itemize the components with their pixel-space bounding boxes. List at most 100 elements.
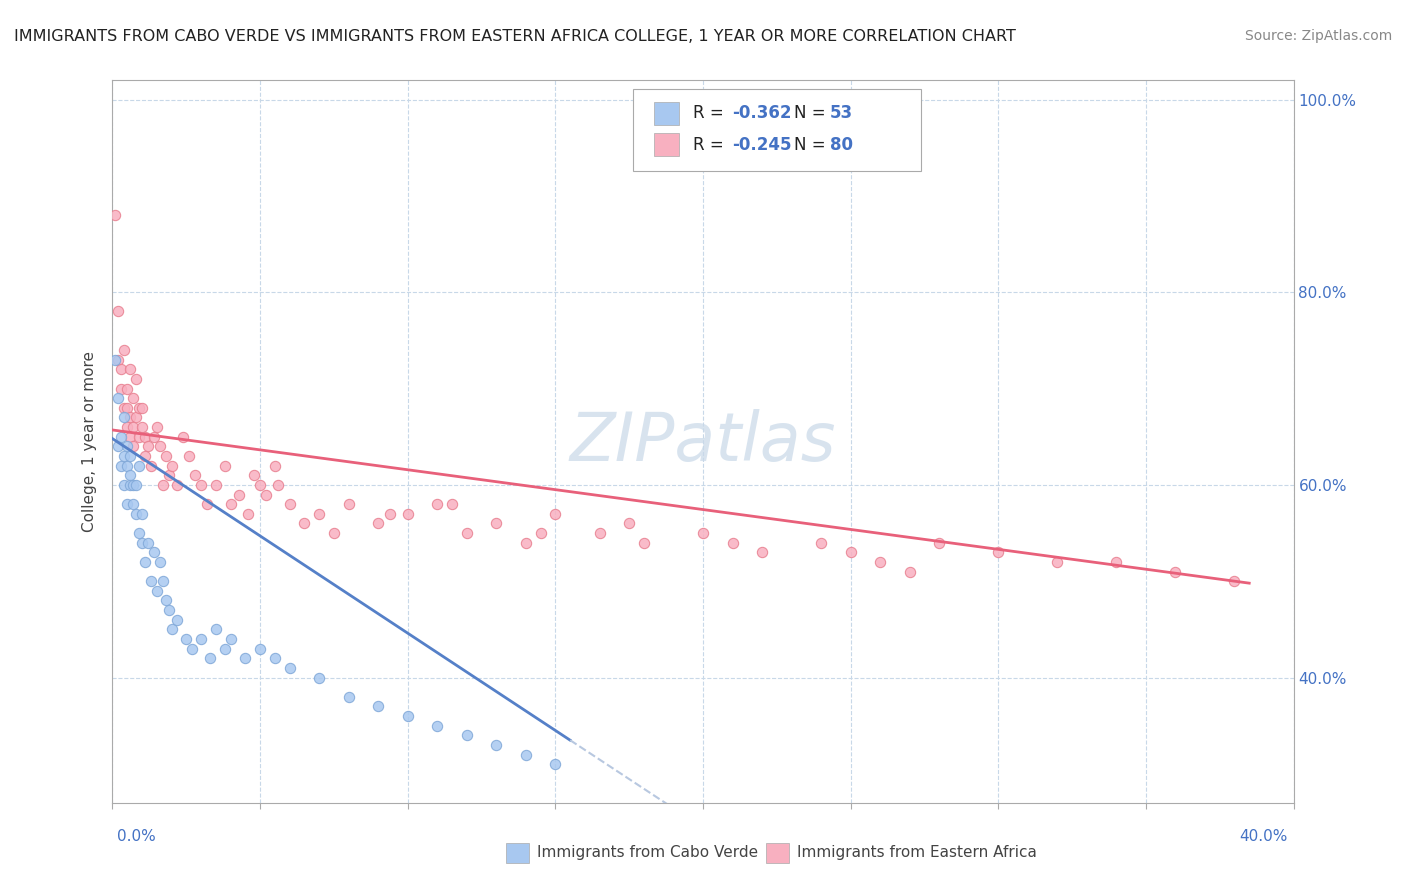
Point [134, 555, 156, 569]
Point [219, 497, 242, 511]
Point [128, 458, 150, 473]
Point [219, 632, 242, 646]
Point [120, 410, 142, 425]
Point [243, 468, 266, 483]
Point [149, 555, 172, 569]
Point [254, 487, 277, 501]
Point [337, 497, 360, 511]
Point [485, 516, 508, 531]
Point [633, 535, 655, 549]
Point [122, 478, 145, 492]
Point [721, 535, 744, 549]
Point [149, 439, 172, 453]
Point [195, 497, 218, 511]
Point [107, 304, 129, 318]
Point [155, 593, 177, 607]
Point [139, 574, 162, 589]
Point [181, 641, 204, 656]
Point [190, 478, 212, 492]
Point [112, 478, 135, 492]
Point [107, 352, 129, 367]
Point [987, 545, 1010, 559]
Point [396, 709, 419, 723]
Point [120, 478, 142, 492]
Point [184, 468, 207, 483]
Point [751, 545, 773, 559]
Point [1105, 555, 1128, 569]
Point [588, 526, 610, 541]
Text: 40.0%: 40.0% [1240, 830, 1288, 844]
Text: -0.362: -0.362 [733, 104, 792, 122]
Text: N =: N = [794, 104, 831, 122]
Text: R =: R = [693, 136, 730, 153]
Text: R =: R = [693, 104, 730, 122]
Point [122, 391, 145, 405]
Text: 0.0%: 0.0% [117, 830, 156, 844]
Point [544, 757, 567, 772]
Point [155, 449, 177, 463]
Point [456, 728, 478, 742]
Point [839, 545, 862, 559]
Point [378, 507, 401, 521]
Point [619, 516, 641, 531]
Point [122, 420, 145, 434]
Point [278, 661, 301, 675]
Point [152, 478, 174, 492]
Point [233, 651, 256, 665]
Point [179, 449, 201, 463]
Point [396, 507, 419, 521]
Point [112, 449, 135, 463]
Point [125, 372, 148, 386]
Point [264, 458, 287, 473]
Text: 53: 53 [830, 104, 852, 122]
Point [308, 671, 330, 685]
Point [128, 430, 150, 444]
Point [529, 526, 551, 541]
Point [515, 747, 537, 762]
Point [337, 690, 360, 704]
Point [166, 478, 188, 492]
Point [125, 507, 148, 521]
Point [134, 449, 156, 463]
Point [898, 565, 921, 579]
Point [131, 535, 153, 549]
Point [928, 535, 950, 549]
Point [131, 507, 153, 521]
Text: -0.245: -0.245 [733, 136, 792, 153]
Point [120, 468, 142, 483]
Point [117, 497, 138, 511]
Point [214, 458, 236, 473]
Point [110, 362, 132, 376]
Point [117, 420, 138, 434]
Point [136, 439, 159, 453]
Point [1223, 574, 1246, 589]
Point [117, 382, 138, 396]
Point [131, 401, 153, 415]
Point [190, 632, 212, 646]
Point [117, 439, 138, 453]
Point [120, 362, 142, 376]
Point [367, 516, 389, 531]
Point [485, 738, 508, 752]
Point [214, 641, 236, 656]
Point [160, 458, 183, 473]
Point [104, 208, 127, 222]
Point [267, 478, 290, 492]
Point [131, 420, 153, 434]
Point [544, 507, 567, 521]
Point [136, 535, 159, 549]
Text: Immigrants from Eastern Africa: Immigrants from Eastern Africa [797, 846, 1038, 860]
Point [323, 526, 346, 541]
Point [112, 410, 135, 425]
Point [120, 449, 142, 463]
Point [292, 516, 315, 531]
Point [249, 478, 271, 492]
Point [426, 497, 449, 511]
Point [112, 401, 135, 415]
Point [125, 478, 148, 492]
Point [139, 458, 162, 473]
Point [152, 574, 174, 589]
Point [198, 651, 221, 665]
Point [107, 439, 129, 453]
Point [112, 343, 135, 357]
